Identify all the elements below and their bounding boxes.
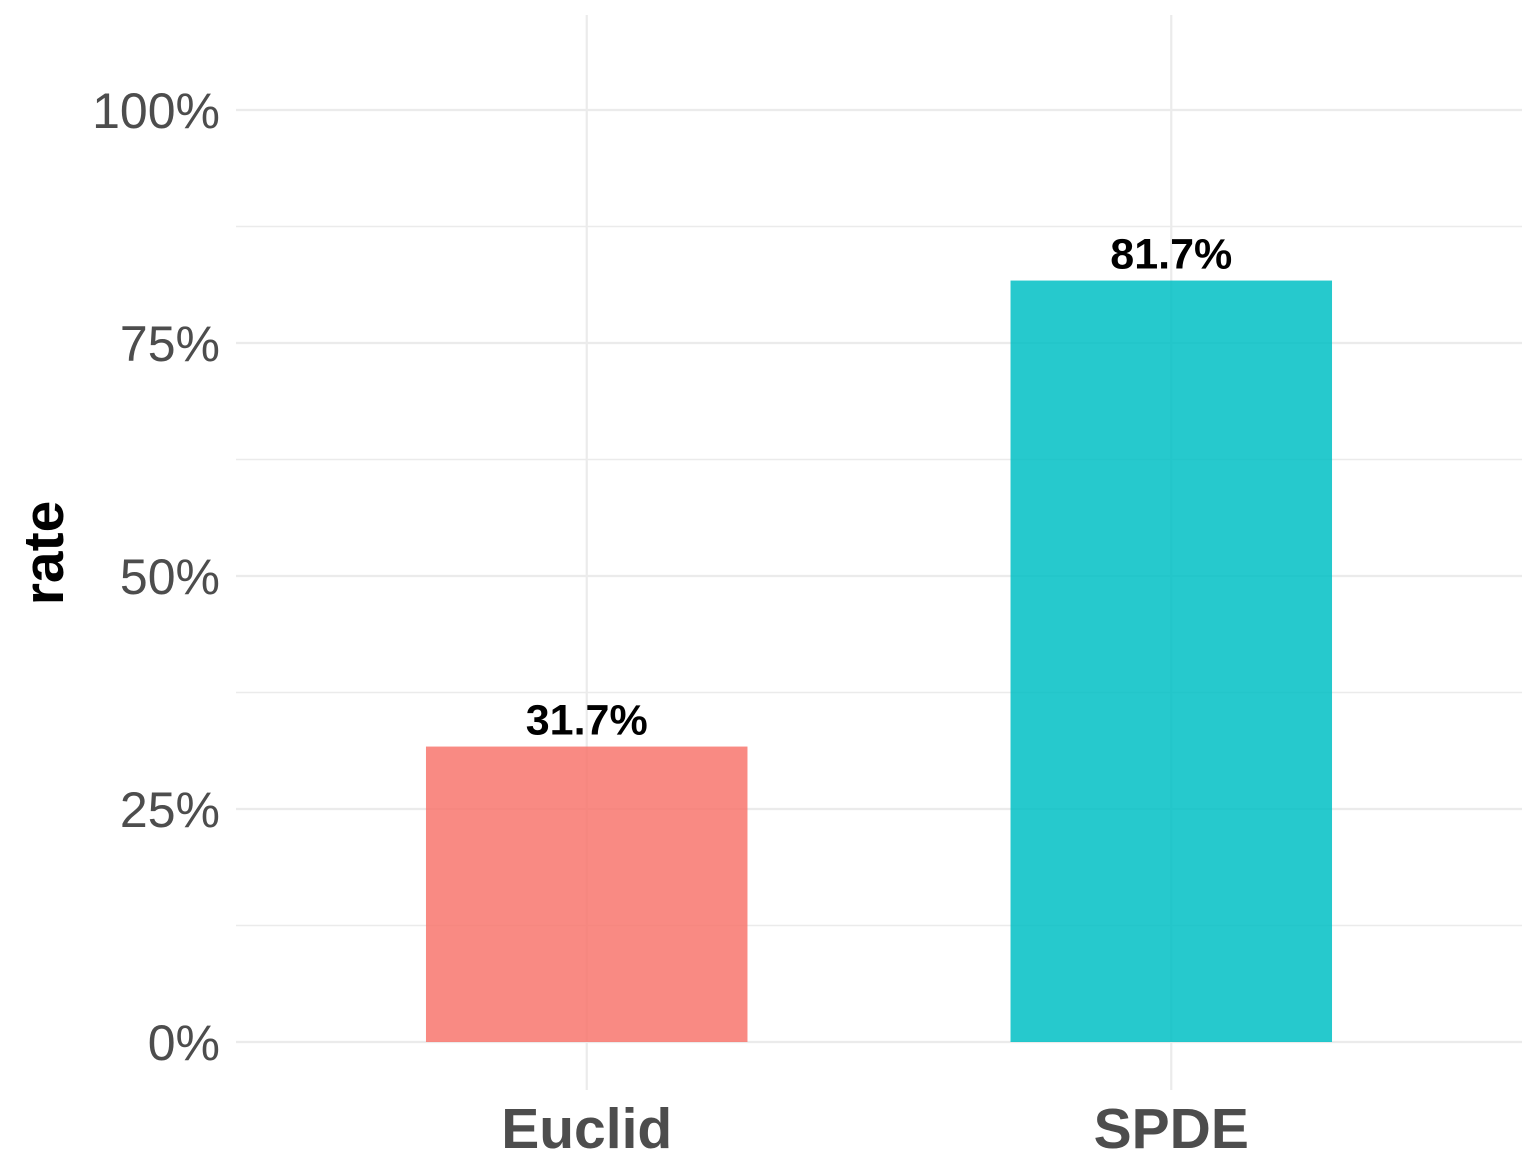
x-tick-label: Euclid (501, 1097, 672, 1161)
y-tick-label: 50% (120, 549, 220, 605)
y-tick-label: 25% (120, 782, 220, 838)
y-tick-label: 0% (148, 1015, 220, 1071)
data-label: 31.7% (526, 697, 648, 745)
y-tick-label: 75% (120, 316, 220, 372)
y-tick-label: 100% (92, 83, 220, 139)
y-axis-ticks: 0% 25% 50% 75% 100% (92, 83, 220, 1071)
x-tick-label: SPDE (1094, 1097, 1249, 1161)
bar-spde (1010, 280, 1333, 1042)
y-axis-label: rate (12, 501, 76, 606)
bar-euclid (425, 746, 748, 1042)
bar-layer (425, 280, 1333, 1042)
x-axis-ticks: Euclid SPDE (501, 1097, 1249, 1161)
data-label: 81.7% (1110, 231, 1232, 279)
label-layer: 31.7% 81.7% (526, 231, 1232, 745)
